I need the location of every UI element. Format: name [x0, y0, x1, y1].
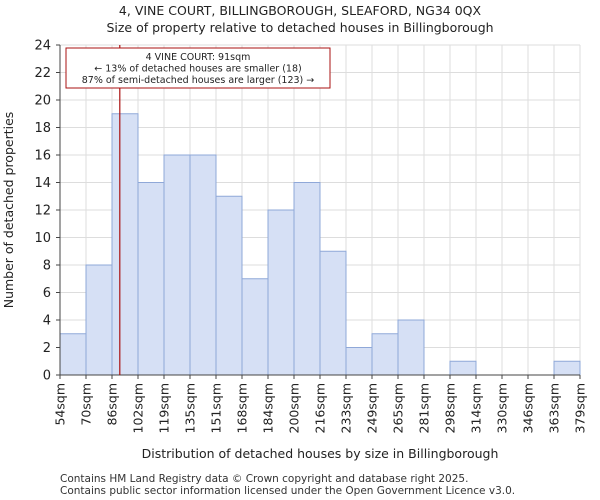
histogram-bar — [553, 360, 581, 376]
histogram-bar — [345, 347, 373, 376]
y-tick-label: 24 — [34, 39, 51, 54]
x-tick-label: 86sqm — [105, 383, 120, 426]
x-tick-label: 298sqm — [443, 383, 458, 433]
histogram-bar — [59, 333, 87, 376]
chart-title-line1: 4, VINE COURT, BILLINGBOROUGH, SLEAFORD,… — [118, 3, 482, 18]
y-tick-label: 12 — [34, 204, 51, 219]
y-tick-label: 14 — [34, 176, 51, 191]
y-tick-label: 18 — [34, 121, 51, 136]
y-tick-label: 8 — [43, 259, 51, 274]
x-tick-label: 54sqm — [53, 383, 68, 426]
x-tick-label: 168sqm — [235, 383, 250, 433]
y-tick-label: 22 — [34, 66, 51, 81]
y-tick-label: 20 — [34, 94, 51, 109]
histogram-bar — [293, 182, 321, 376]
x-tick-label: 184sqm — [261, 383, 276, 433]
histogram-bar — [267, 209, 295, 376]
histogram-bar — [397, 319, 425, 376]
annotation-line-3: 87% of semi-detached houses are larger (… — [82, 75, 315, 86]
histogram-bar — [371, 333, 399, 376]
x-tick-label: 216sqm — [313, 383, 328, 433]
x-tick-label: 102sqm — [131, 383, 146, 433]
histogram-bar — [163, 154, 191, 376]
x-tick-label: 119sqm — [157, 383, 172, 433]
histogram-bar — [319, 250, 347, 376]
x-tick-label: 151sqm — [209, 383, 224, 433]
x-tick-label: 314sqm — [469, 383, 484, 433]
x-tick-label: 363sqm — [547, 383, 562, 433]
x-tick-label: 330sqm — [495, 383, 510, 433]
annotation-line-2: ← 13% of detached houses are smaller (18… — [94, 64, 301, 75]
x-tick-label: 346sqm — [521, 383, 536, 433]
histogram-bar — [137, 182, 165, 376]
histogram-bar — [85, 264, 113, 376]
x-tick-label: 265sqm — [391, 383, 406, 433]
footer-licence: Contains public sector information licen… — [60, 485, 516, 497]
x-axis-label: Distribution of detached houses by size … — [142, 446, 499, 461]
x-tick-label: 249sqm — [365, 383, 380, 433]
annotation-box — [65, 47, 331, 89]
histogram-bar — [189, 154, 217, 376]
footer-copyright: Contains HM Land Registry data © Crown c… — [60, 473, 469, 485]
y-tick-label: 16 — [34, 149, 51, 164]
histogram-bar — [449, 360, 477, 376]
y-tick-label: 10 — [34, 231, 51, 246]
annotation-line-1: 4 VINE COURT: 91sqm — [146, 52, 251, 63]
y-tick-label: 0 — [43, 369, 51, 384]
x-tick-label: 135sqm — [183, 383, 198, 433]
y-axis-label: Number of detached properties — [1, 112, 16, 309]
y-tick-label: 4 — [43, 314, 51, 329]
histogram-bar — [215, 195, 243, 376]
chart-title-line2: Size of property relative to detached ho… — [106, 20, 494, 35]
x-tick-label: 70sqm — [79, 383, 94, 426]
y-tick-label: 2 — [43, 341, 51, 356]
histogram-bar — [241, 278, 269, 376]
y-tick-label: 6 — [43, 286, 51, 301]
x-tick-label: 281sqm — [417, 383, 432, 433]
x-tick-label: 379sqm — [573, 383, 588, 433]
x-tick-label: 200sqm — [287, 383, 302, 433]
histogram-bar — [111, 113, 139, 376]
x-tick-label: 233sqm — [339, 383, 354, 433]
